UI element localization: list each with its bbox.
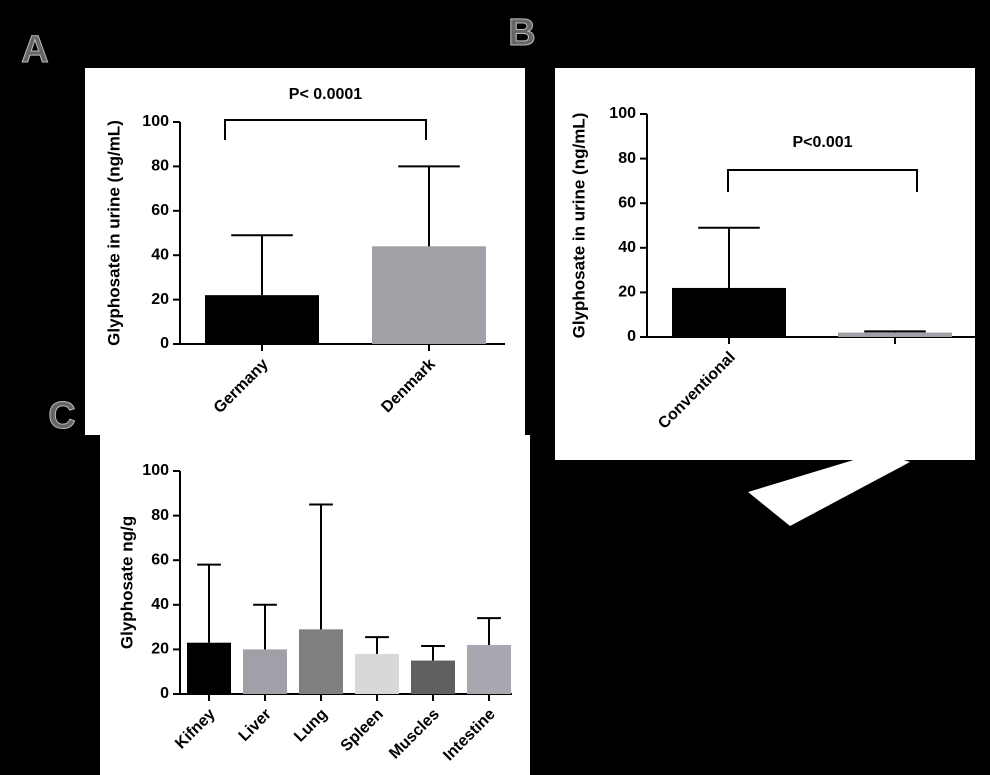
error-bar [477, 617, 501, 645]
y-axis-label: Glyphosate in urine (ng/mL) [569, 113, 588, 339]
y-tick-label: 0 [627, 328, 636, 345]
bar [355, 653, 399, 694]
panel-b [555, 68, 975, 460]
y-tick-label: 20 [151, 641, 169, 658]
error-bar [231, 234, 293, 296]
error-bar [698, 226, 760, 288]
y-tick-label: 60 [151, 202, 169, 219]
panel-letter: B [508, 12, 535, 54]
bar [299, 629, 343, 694]
annotation: P<0.001 [792, 134, 852, 151]
annotation: P< 0.0001 [289, 86, 363, 103]
y-tick-label: 40 [618, 239, 636, 256]
error-bar [398, 165, 460, 247]
error-bar [365, 636, 389, 654]
y-tick-label: 60 [151, 551, 169, 568]
y-tick-label: 0 [160, 335, 169, 352]
bar [372, 246, 486, 344]
y-tick-label: 100 [609, 105, 636, 122]
error-bar [309, 503, 333, 630]
panel-letter: A [21, 29, 48, 71]
bar [411, 660, 455, 694]
y-tick-label: 20 [151, 291, 169, 308]
y-axis-label: Glyphosate ng/g [117, 516, 136, 649]
significance-bracket [727, 169, 918, 192]
bar [243, 649, 287, 694]
panel-c [100, 435, 530, 775]
error-bar [864, 330, 926, 333]
significance-bracket [224, 119, 427, 140]
y-tick-label: 60 [618, 194, 636, 211]
panel-letter: C [48, 395, 75, 437]
bar [467, 644, 511, 694]
y-tick-label: 0 [160, 685, 169, 702]
bar [187, 642, 231, 694]
bar [838, 332, 952, 337]
y-tick-label: 100 [142, 462, 169, 479]
error-bar [421, 645, 445, 661]
y-axis-label: Glyphosate in urine (ng/mL) [104, 120, 123, 346]
y-tick-label: 100 [142, 113, 169, 130]
bar [205, 295, 319, 344]
y-tick-label: 20 [618, 284, 636, 301]
y-tick-label: 80 [618, 150, 636, 167]
y-tick-label: 80 [151, 158, 169, 175]
y-tick-label: 80 [151, 507, 169, 524]
error-bar [253, 603, 277, 650]
bar [672, 287, 786, 337]
y-tick-label: 40 [151, 596, 169, 613]
error-bar [197, 563, 221, 643]
y-tick-label: 40 [151, 246, 169, 263]
label-patch [748, 452, 910, 526]
